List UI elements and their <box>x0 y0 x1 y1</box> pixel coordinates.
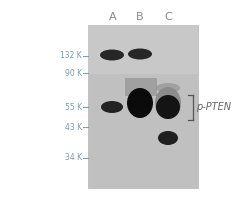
Text: 43 K: 43 K <box>65 123 82 132</box>
Ellipse shape <box>101 101 123 113</box>
Bar <box>88 25 198 188</box>
Ellipse shape <box>100 50 124 60</box>
Ellipse shape <box>156 95 180 119</box>
Bar <box>88 25 198 74</box>
Ellipse shape <box>127 88 153 118</box>
Text: 90 K: 90 K <box>65 68 82 77</box>
Text: C: C <box>164 12 172 22</box>
Ellipse shape <box>156 83 180 93</box>
Text: B: B <box>136 12 144 22</box>
Text: p-PTEN: p-PTEN <box>196 102 231 112</box>
Ellipse shape <box>158 131 178 145</box>
Text: 34 K: 34 K <box>65 153 82 163</box>
Ellipse shape <box>155 87 181 119</box>
Ellipse shape <box>128 49 152 60</box>
Text: A: A <box>109 12 117 22</box>
Text: 132 K: 132 K <box>60 52 82 60</box>
Text: 55 K: 55 K <box>65 102 82 111</box>
Bar <box>125 78 157 96</box>
